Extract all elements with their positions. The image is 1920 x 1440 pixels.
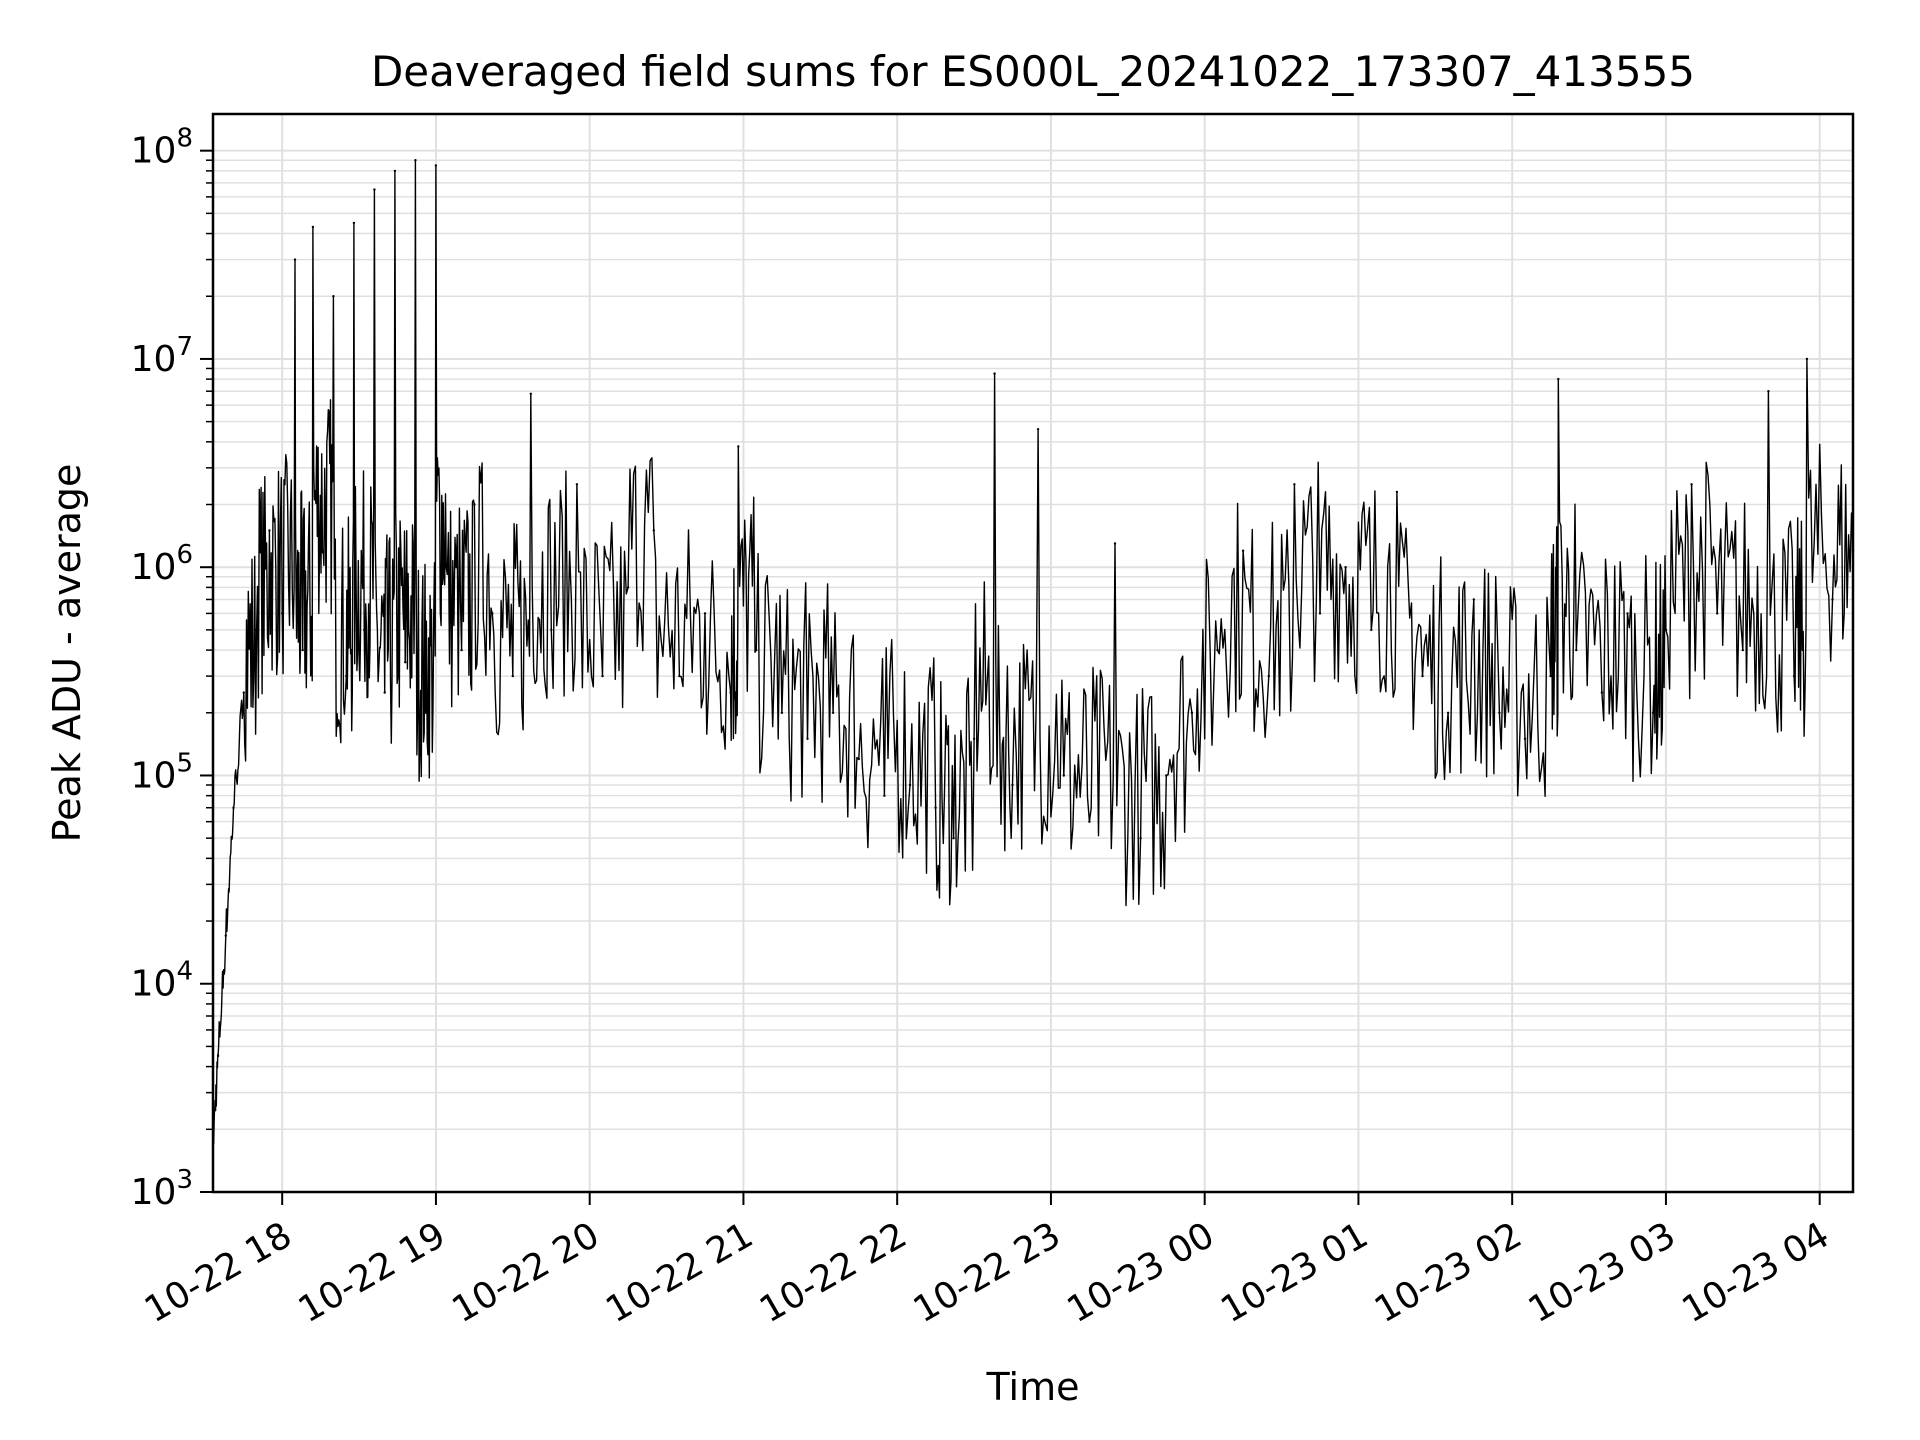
data-point xyxy=(1190,711,1194,714)
y-tick-label: 105 xyxy=(131,748,193,796)
data-line-layer xyxy=(211,159,1855,1146)
data-point xyxy=(575,483,579,486)
data-point xyxy=(473,503,476,506)
data-point xyxy=(1011,783,1014,787)
data-point xyxy=(1831,598,1834,601)
data-point xyxy=(1792,674,1796,678)
data-point xyxy=(550,628,553,632)
data-point xyxy=(268,529,271,532)
data-point xyxy=(952,837,955,840)
data-point xyxy=(755,648,758,652)
data-point xyxy=(232,806,235,809)
data-point xyxy=(1088,820,1091,823)
data-point xyxy=(908,783,912,787)
data-point xyxy=(1139,837,1142,840)
x-axis-label: Time xyxy=(986,1365,1080,1409)
data-point xyxy=(491,612,494,615)
data-point xyxy=(414,159,417,162)
data-point xyxy=(445,566,448,569)
data-point xyxy=(1549,674,1552,678)
data-point xyxy=(393,169,397,173)
data-point xyxy=(1344,566,1347,569)
data-point xyxy=(332,295,335,298)
data-point xyxy=(242,691,245,694)
data-point xyxy=(1523,737,1527,740)
data-point xyxy=(293,258,297,261)
data-point xyxy=(1370,628,1373,632)
data-point xyxy=(806,737,809,740)
data-point xyxy=(1165,774,1168,777)
data-point xyxy=(1267,674,1271,678)
data-point xyxy=(729,691,732,694)
data-point xyxy=(1036,428,1040,431)
data-point xyxy=(529,392,532,395)
data-point xyxy=(993,372,996,375)
data-point xyxy=(1472,598,1476,601)
data-point xyxy=(1664,628,1668,632)
data-point xyxy=(1805,357,1809,361)
data-point xyxy=(1557,377,1560,381)
data-point xyxy=(1241,549,1245,552)
data-point xyxy=(1575,648,1578,652)
plot-frame xyxy=(211,112,1855,1194)
data-point xyxy=(737,445,740,448)
data-point xyxy=(404,661,407,664)
data-point xyxy=(601,674,604,678)
data-point xyxy=(972,737,976,740)
data-point xyxy=(831,711,835,714)
data-point xyxy=(883,794,886,797)
data-point xyxy=(352,221,356,225)
data-point xyxy=(1216,648,1219,652)
data-point xyxy=(383,691,386,694)
data-point xyxy=(1767,390,1770,393)
data-point xyxy=(1626,612,1629,615)
data-point xyxy=(424,711,427,714)
data-point xyxy=(1062,774,1066,777)
data-point xyxy=(434,164,438,167)
data-point xyxy=(934,806,937,809)
chart-title: Deaveraged field sums for ES000L_2024102… xyxy=(371,47,1695,96)
data-point xyxy=(224,934,227,937)
data-point xyxy=(857,757,860,761)
data-point xyxy=(373,188,376,191)
y-axis-label: Peak ADU - average xyxy=(45,464,89,843)
data-point xyxy=(1716,612,1719,615)
data-point xyxy=(1293,483,1296,486)
data-point xyxy=(652,529,655,532)
data-point xyxy=(322,549,325,552)
y-tick-label: 107 xyxy=(131,332,193,380)
data-point xyxy=(1421,674,1424,678)
data-point xyxy=(1446,711,1450,714)
data-point xyxy=(281,612,284,615)
data-point xyxy=(1741,648,1745,652)
y-tick-label: 108 xyxy=(131,124,193,172)
data-point xyxy=(703,612,707,615)
data-point xyxy=(363,628,366,632)
data-point xyxy=(311,225,315,229)
data-point xyxy=(345,674,348,678)
data-point xyxy=(1318,612,1322,615)
data-point xyxy=(216,1054,220,1058)
data-point xyxy=(626,586,630,589)
data-point xyxy=(460,648,463,652)
y-tick-label: 104 xyxy=(131,957,193,1005)
data-point xyxy=(1690,483,1693,486)
y-tick-label: 103 xyxy=(131,1165,193,1213)
data-point xyxy=(301,648,304,652)
grid xyxy=(213,114,1853,1193)
data-point xyxy=(1113,542,1117,545)
data-point xyxy=(1651,711,1655,714)
data-point xyxy=(678,674,681,678)
data-point xyxy=(255,628,258,632)
data-point xyxy=(511,674,514,678)
data-point xyxy=(1498,711,1501,714)
y-tick-label: 106 xyxy=(131,540,193,588)
data-point xyxy=(780,711,784,714)
data-point xyxy=(1600,691,1604,694)
data-point xyxy=(1395,490,1399,494)
